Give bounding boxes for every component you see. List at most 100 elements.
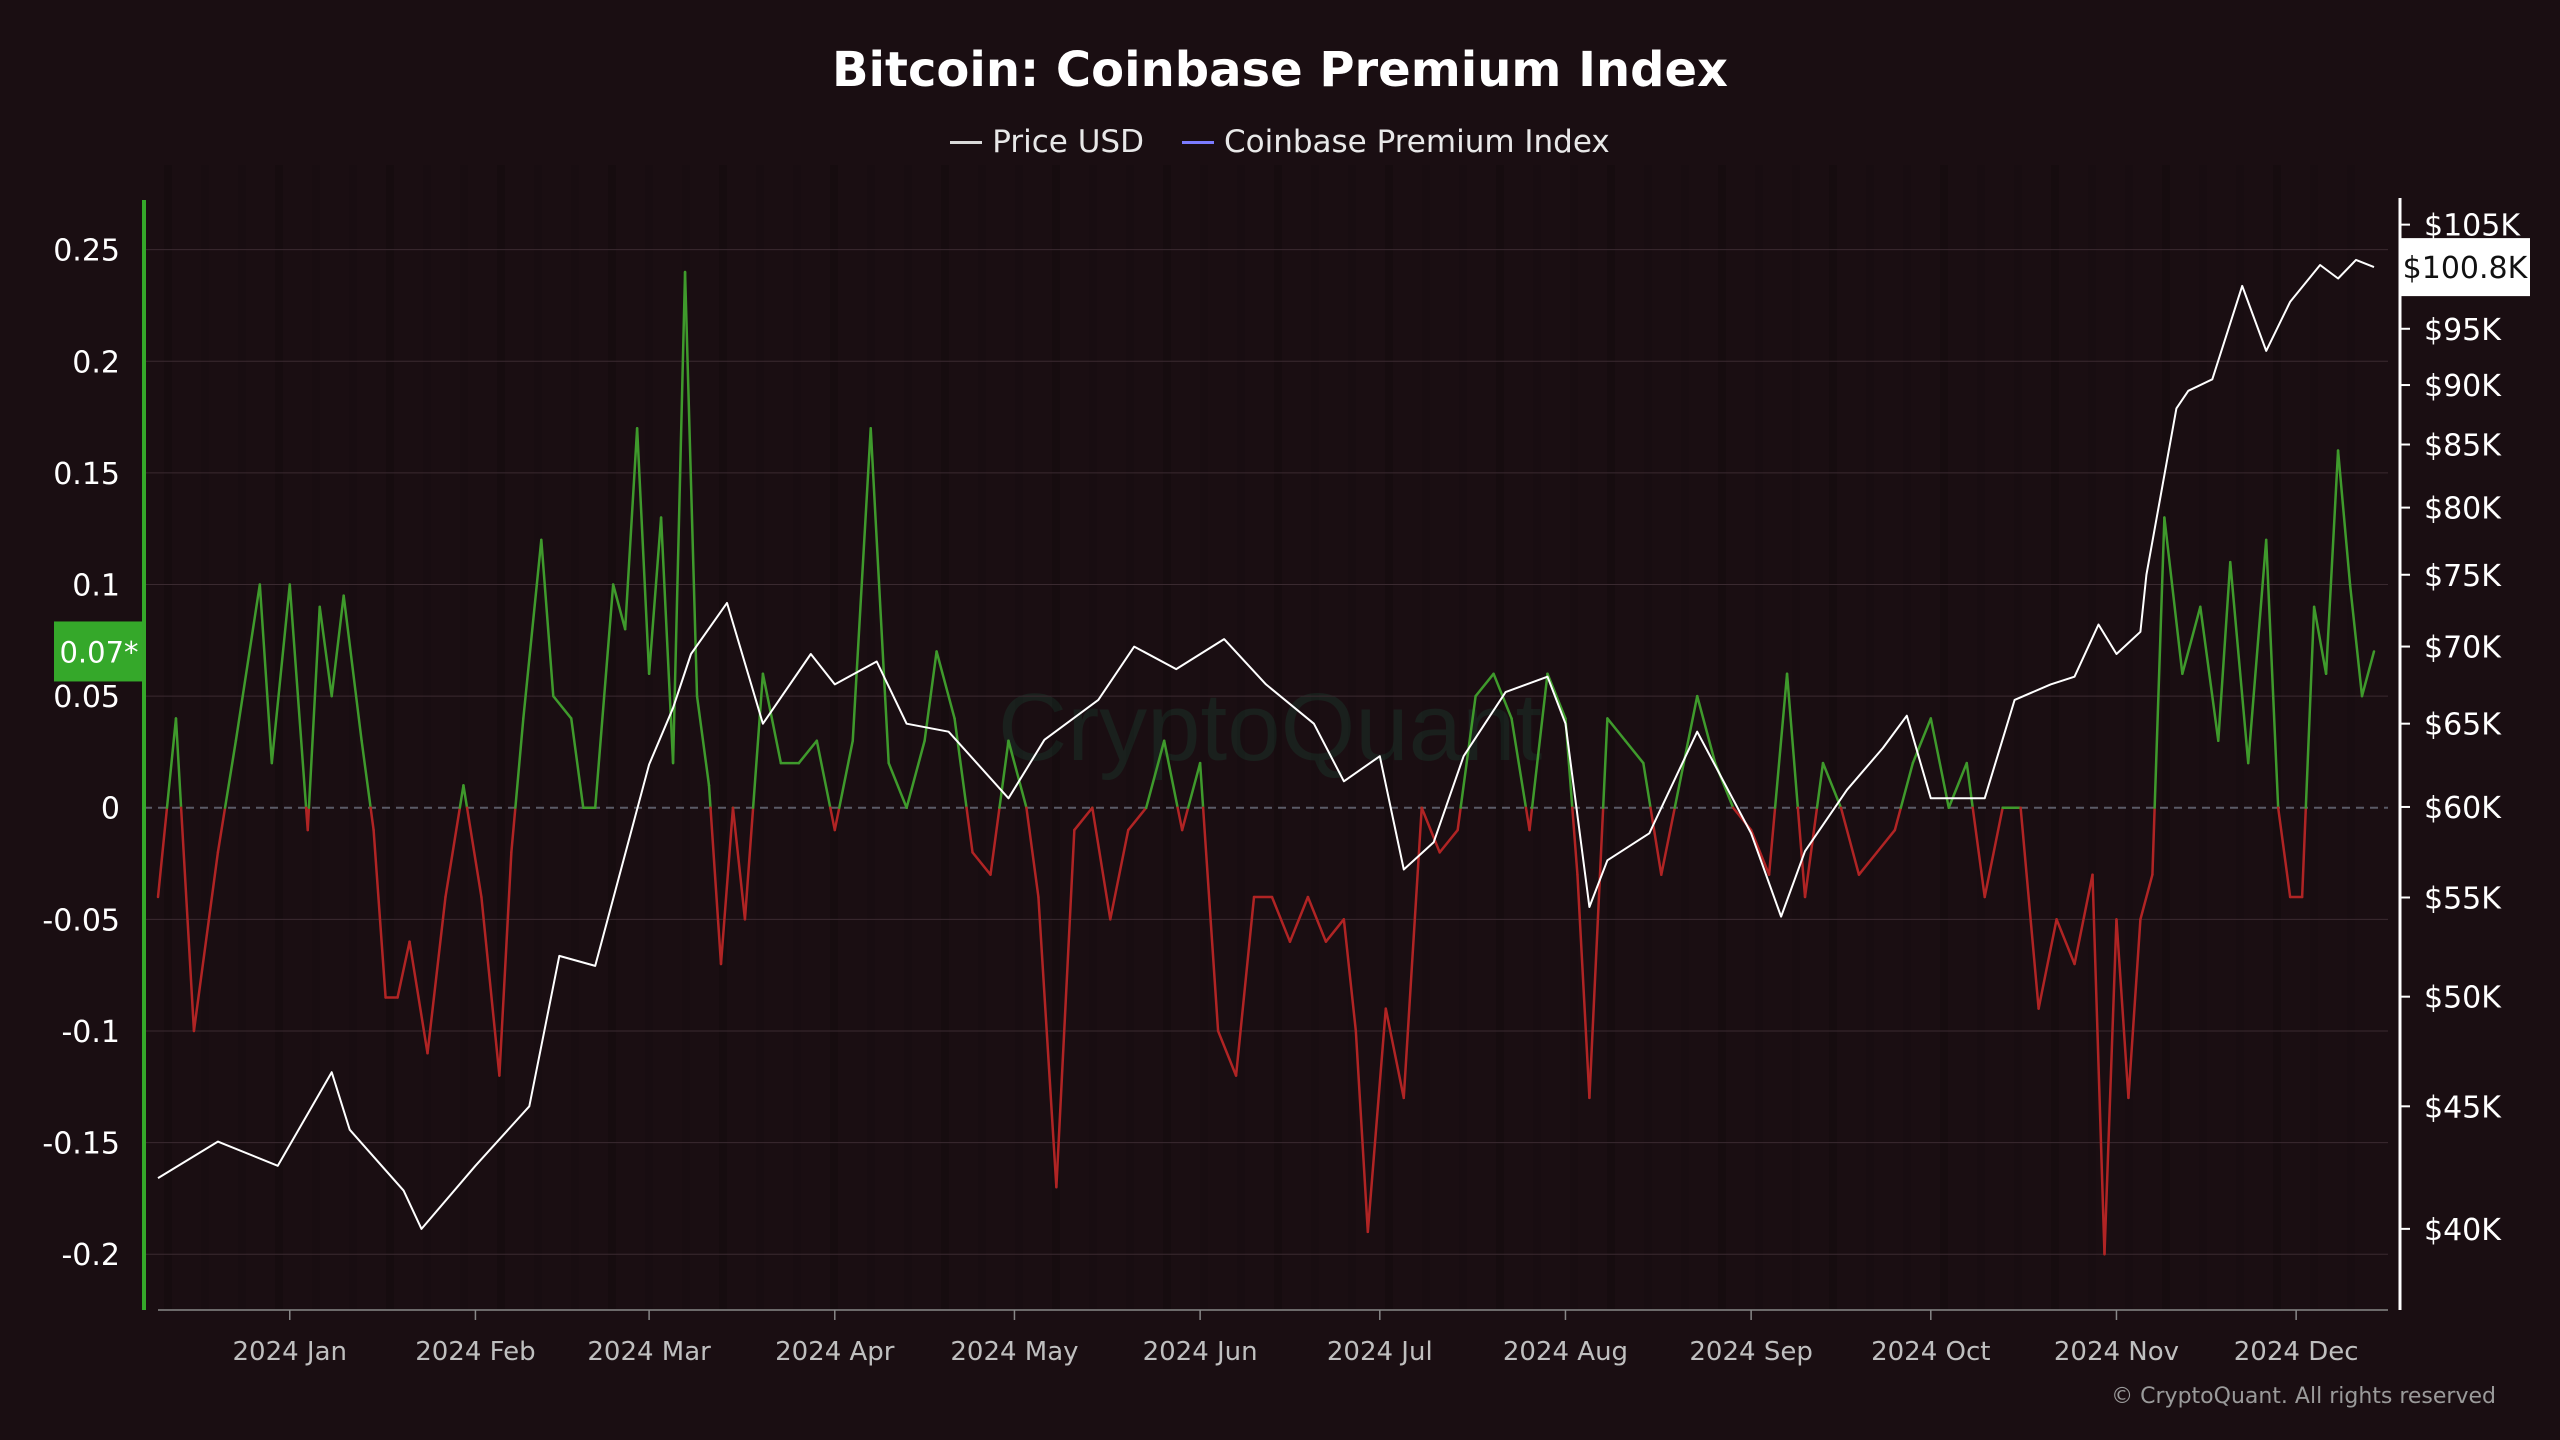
background-band	[1533, 165, 1541, 1310]
x-axis-tick-label: 2024 Apr	[775, 1337, 895, 1367]
background-band	[460, 165, 468, 1310]
premium-segment	[1342, 918, 1358, 1033]
premium-segment	[192, 851, 220, 1033]
background-band	[2125, 165, 2133, 1310]
left-axis-tick-label: -0.1	[61, 1015, 120, 1050]
premium-segment	[1144, 739, 1166, 809]
premium-segment	[1911, 717, 1933, 765]
premium-current-label: 0.07*	[59, 635, 138, 669]
premium-segment	[1384, 1007, 1406, 1100]
premium-segment	[1324, 918, 1346, 943]
background-band	[1866, 165, 1874, 1310]
premium-segment	[743, 806, 755, 921]
premium-segment	[1234, 895, 1256, 1077]
x-axis-tick-label: 2024 Oct	[1871, 1337, 1990, 1367]
premium-segment	[1186, 761, 1202, 809]
background-band	[423, 165, 431, 1310]
premium-segment	[1438, 828, 1459, 854]
premium-segment	[611, 583, 627, 631]
premium-segment	[408, 940, 429, 1055]
background-band	[2051, 165, 2059, 1310]
premium-segment	[1007, 739, 1028, 809]
premium-segment	[1288, 895, 1310, 943]
premium-segment	[2019, 806, 2040, 1010]
premium-segment	[695, 694, 711, 787]
premium-segment	[2091, 873, 2106, 1256]
premium-segment	[683, 270, 699, 698]
copyright-notice: © CryptoQuant. All rights reserved	[2111, 1384, 2496, 1409]
legend[interactable]: Price USD Coinbase Premium Index	[0, 124, 2560, 160]
right-axis-tick-label: $75K	[2424, 559, 2502, 594]
price-line	[157, 258, 2375, 1230]
x-axis-tick-label: 2024 Jul	[1327, 1337, 1433, 1367]
background-band	[1792, 165, 1800, 1310]
premium-segment	[2037, 918, 2058, 1010]
right-axis-tick-label: $70K	[2424, 631, 2502, 666]
background-band	[1681, 165, 1689, 1310]
legend-item-premium[interactable]: Coinbase Premium Index	[1181, 124, 1610, 160]
x-axis-tick-label: 2024 Feb	[415, 1337, 535, 1367]
premium-segment	[1796, 806, 1807, 899]
premium-segment	[1420, 806, 1441, 854]
right-axis-tick-label: $50K	[2424, 981, 2502, 1016]
premium-segment	[838, 739, 854, 809]
background-band	[2310, 165, 2318, 1310]
premium-segment	[510, 806, 517, 854]
premium-segment	[1576, 873, 1591, 1100]
x-axis-tick-label: 2024 Mar	[587, 1337, 711, 1367]
premium-segment	[2073, 873, 2094, 966]
premium-segment	[707, 784, 712, 809]
premium-segment	[1899, 761, 1915, 809]
premium-segment	[593, 583, 615, 809]
premium-segment	[1162, 739, 1179, 809]
premium-segment	[1606, 717, 1627, 743]
premium-segment	[1528, 806, 1534, 832]
premium-segment	[1971, 806, 1986, 899]
premium-segment	[761, 672, 783, 765]
background-band	[1977, 165, 1985, 1310]
premium-segment	[1306, 895, 1328, 943]
premium-segment	[1660, 806, 1677, 876]
current-value-badges: 0.07* $100.8K	[54, 238, 2530, 682]
premium-segment	[1785, 672, 1800, 809]
premium-segment	[2055, 918, 2076, 966]
background-band	[645, 165, 653, 1310]
premium-segment	[307, 605, 321, 809]
background-band	[1607, 165, 1615, 1310]
premium-segment	[2246, 538, 2268, 765]
premium-segment	[971, 851, 992, 876]
premium-segment	[522, 538, 543, 720]
background-band	[941, 165, 949, 1310]
premium-segment	[444, 806, 462, 899]
premium-segment	[465, 806, 483, 899]
premium-segment	[1929, 717, 1951, 809]
premium-segment	[552, 694, 573, 720]
premium-segment	[851, 426, 872, 743]
background-band	[2273, 165, 2281, 1310]
premium-segment	[1180, 806, 1190, 832]
premium-segment	[2348, 583, 2364, 698]
legend-item-price[interactable]: Price USD	[950, 124, 1144, 160]
premium-segment	[935, 650, 956, 720]
left-axis-tick-label: -0.05	[42, 903, 120, 938]
left-axis-tick-label: 0.15	[53, 457, 120, 492]
premium-segment	[1588, 806, 1605, 1100]
premium-segment	[270, 583, 292, 765]
background-band	[1755, 165, 1763, 1310]
premium-segment	[2139, 873, 2154, 921]
premium-current-badge	[54, 621, 144, 682]
premium-segment	[1091, 806, 1112, 921]
background-band	[1311, 165, 1319, 1310]
premium-segment	[1571, 806, 1579, 876]
premium-segment	[1983, 806, 2004, 899]
premium-segment	[1025, 806, 1040, 899]
background-band	[349, 165, 357, 1310]
right-axis-tick-label: $80K	[2424, 492, 2502, 527]
premium-segment	[923, 650, 938, 743]
right-axis-tick-label: $60K	[2424, 791, 2502, 826]
premium-segment	[2336, 449, 2352, 586]
premium-segment	[998, 739, 1010, 809]
x-axis-tick-label: 2024 May	[950, 1337, 1078, 1367]
premium-segment	[1402, 806, 1423, 1100]
premium-segment	[1624, 739, 1645, 765]
